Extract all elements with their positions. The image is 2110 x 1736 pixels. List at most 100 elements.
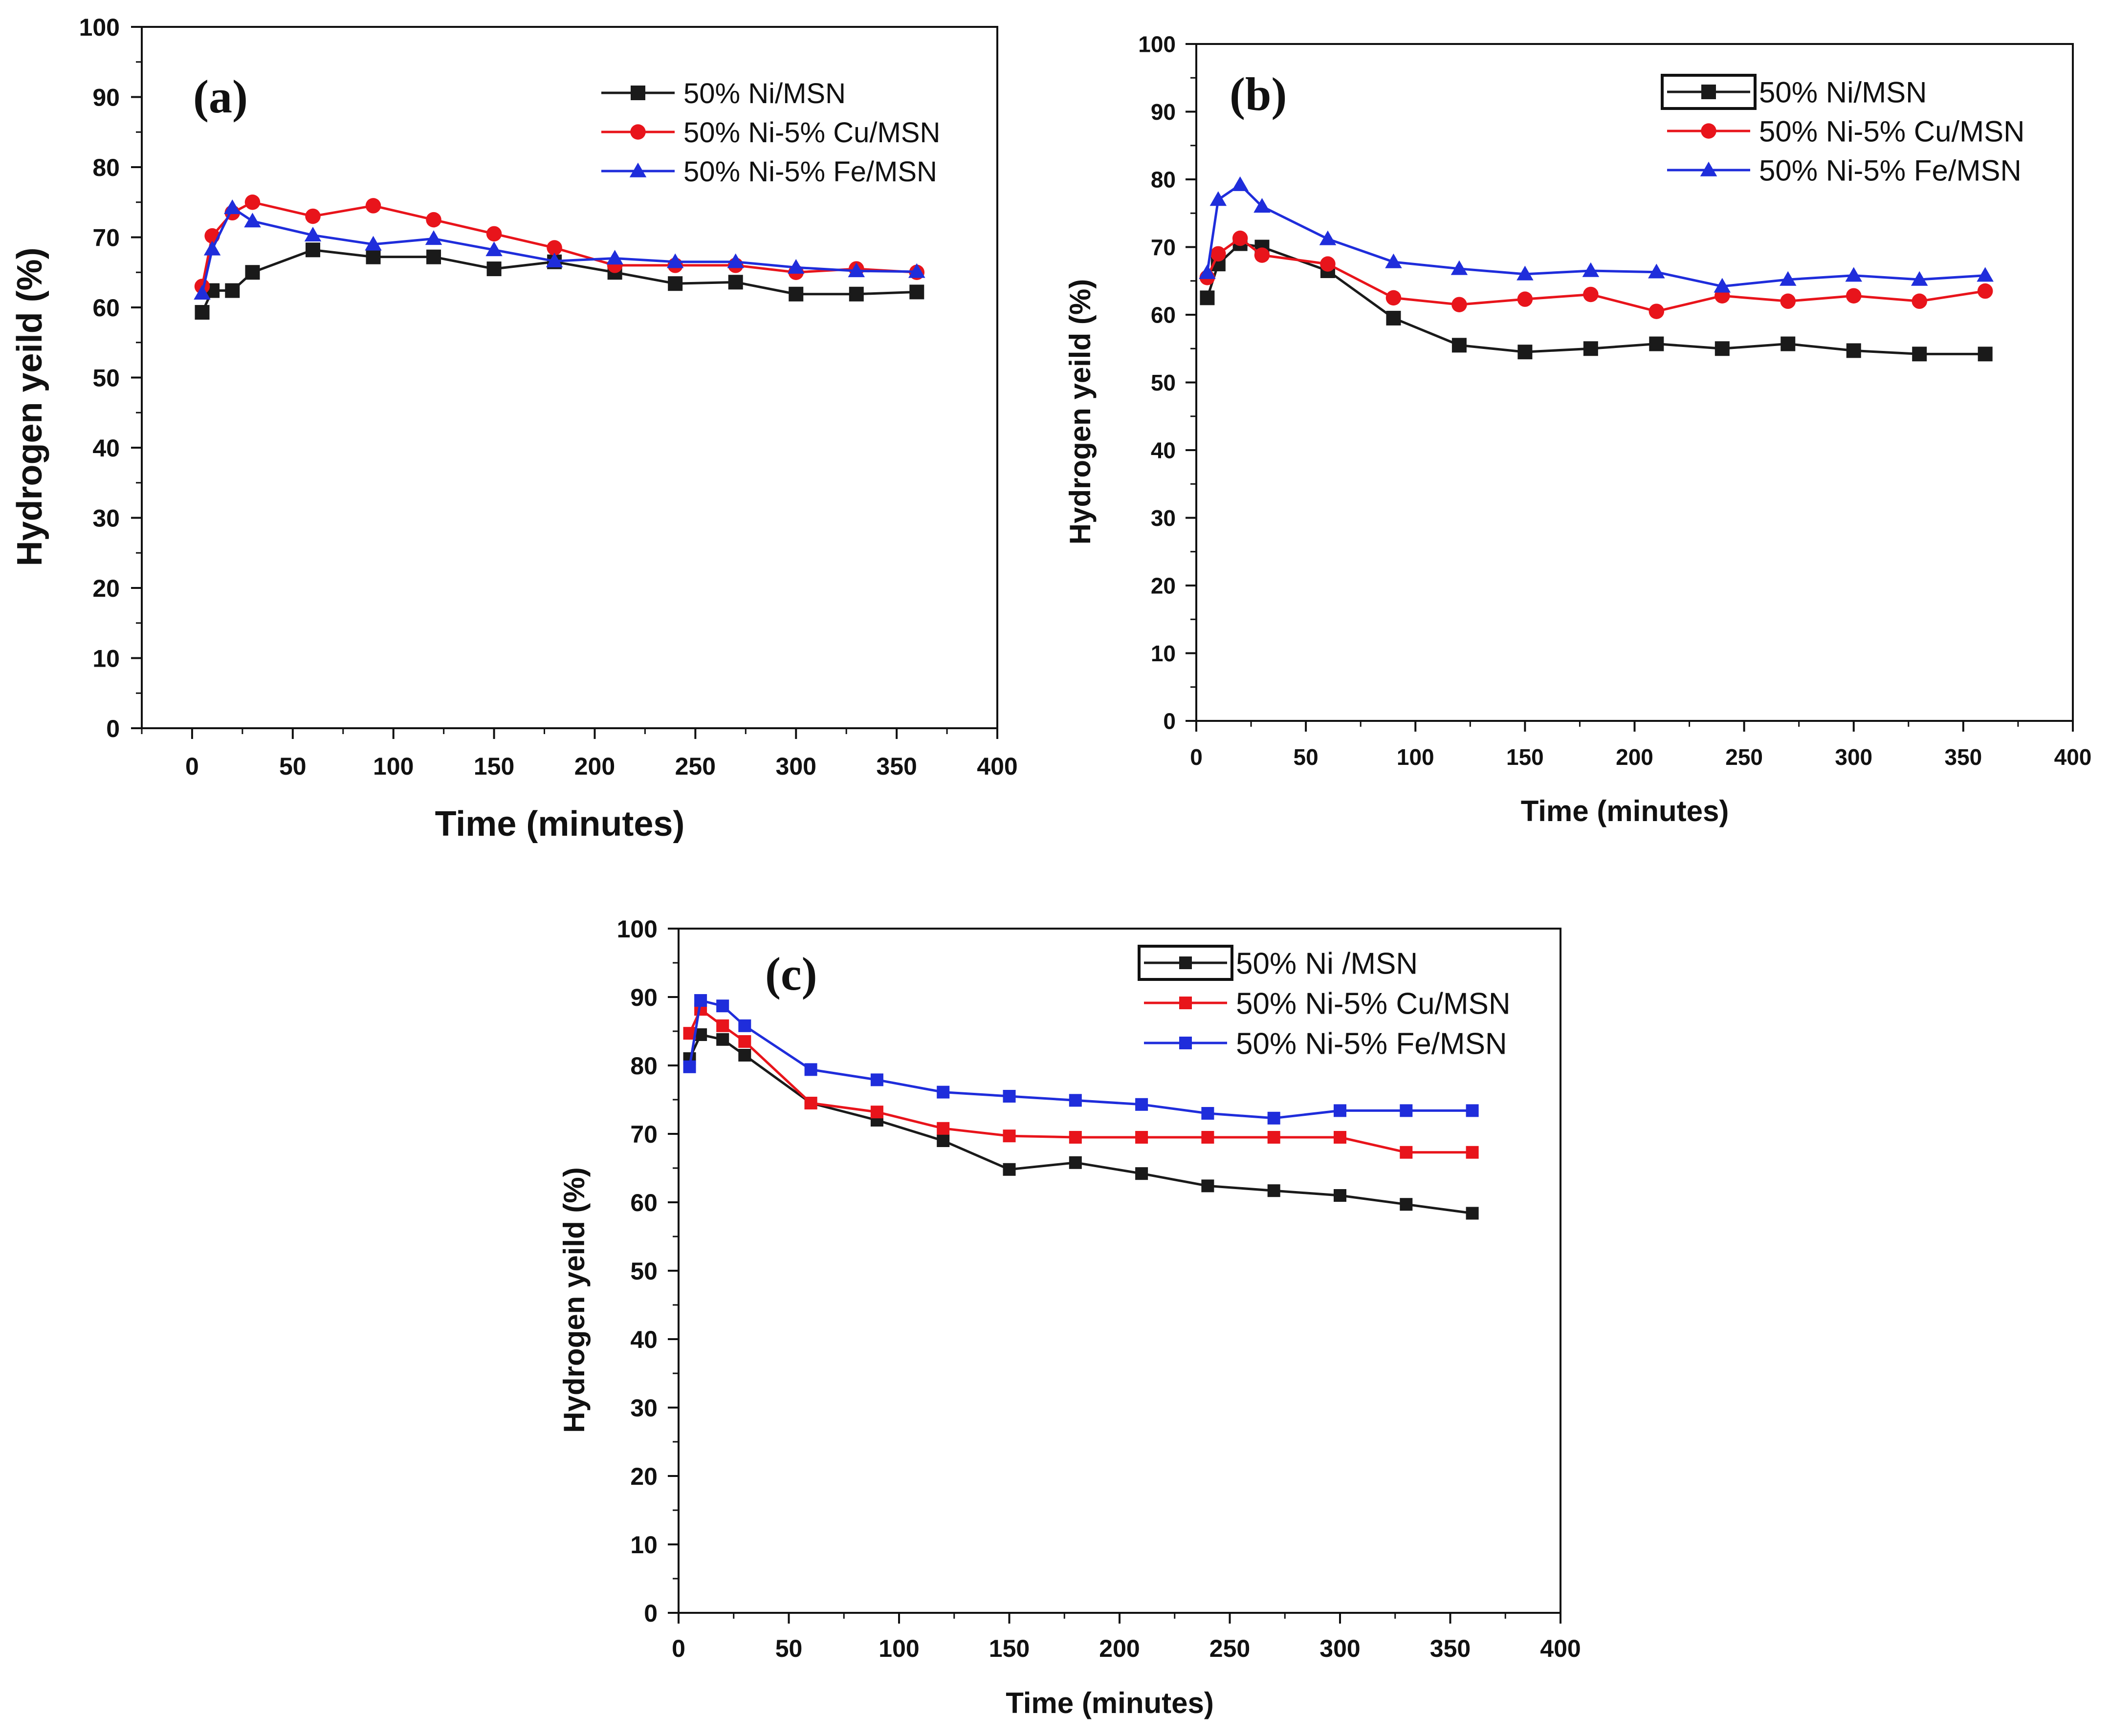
data-point [1912,347,1927,362]
data-point [1069,1094,1082,1107]
data-point [1977,283,1993,299]
data-point [1912,293,1927,309]
data-point [546,253,563,268]
y-tick-label: 80 [92,154,120,181]
x-tick-label: 200 [574,753,615,780]
data-point [1201,1107,1214,1120]
x-tick-label: 50 [1294,744,1319,770]
data-point [908,263,925,278]
series-1 [683,1028,1479,1220]
x-tick-label: 150 [474,753,514,780]
data-point [1254,247,1270,263]
data-point [683,1060,696,1073]
series-3 [1199,176,1994,293]
data-point [1003,1090,1016,1103]
data-point [787,259,805,274]
data-point [716,1019,729,1032]
legend-marker [1179,997,1192,1009]
series-1 [195,242,924,320]
data-point [738,1049,751,1062]
data-point [738,1019,751,1032]
data-point [1582,262,1600,277]
y-tick-label: 40 [92,434,120,462]
x-tick-label: 50 [775,1635,803,1662]
data-point [1978,347,1993,362]
data-point [727,253,744,268]
x-tick-label: 0 [672,1635,685,1662]
legend-marker [1700,161,1717,176]
y-tick-label: 60 [630,1189,658,1216]
legend-highlight-box [1138,945,1233,981]
data-point [937,1122,950,1135]
data-point [1210,246,1226,262]
data-point [304,226,322,241]
data-point [1135,1167,1148,1180]
y-tick-label: 20 [92,575,120,602]
x-tick-label: 350 [876,753,917,780]
x-tick-label: 150 [989,1635,1030,1662]
x-tick-label: 100 [373,753,414,780]
y-tick-label: 10 [1151,641,1176,666]
data-point [937,1134,950,1147]
data-point [1846,288,1862,304]
data-point [1267,1184,1280,1197]
data-point [194,285,211,300]
data-point [366,249,381,264]
data-point [225,283,240,298]
x-tick-label: 250 [1725,744,1763,770]
legend-label: 50% Ni-5% Fe/MSN [1236,1027,1507,1061]
data-point [1648,263,1665,279]
y-tick-label: 90 [1151,99,1176,125]
legend-label: 50% Ni-5% Cu/MSN [683,117,940,149]
data-point [716,1033,729,1046]
data-point [804,1063,817,1076]
x-tick-label: 400 [1540,1635,1581,1662]
x-tick-label: 300 [1319,1635,1360,1662]
x-tick-label: 250 [1209,1635,1250,1662]
x-tick-label: 350 [1945,744,1982,770]
data-point [1466,1207,1479,1220]
y-tick-label: 40 [1151,438,1176,463]
data-point [870,1073,883,1086]
data-point [1517,345,1533,360]
data-point [804,1097,817,1109]
legend-marker [1179,956,1192,969]
chart-panel-a: 0 50 100 150 200 250 300 350 400 0 10 20 30 40 50 60 70 8… [10,14,1018,844]
legend-marker [629,162,647,177]
x-tick-label: 50 [279,753,307,780]
data-point [1334,1189,1346,1202]
data-point [486,261,502,277]
data-point [1135,1131,1148,1144]
legend-marker [1701,123,1716,139]
y-tick-label: 60 [92,294,120,322]
data-point [1714,341,1730,356]
data-point [848,262,865,278]
y-tick-label: 60 [1151,303,1176,328]
data-point [937,1085,950,1099]
data-point [1069,1156,1082,1169]
series-3 [683,994,1479,1125]
data-point [738,1035,751,1048]
data-point [224,199,241,214]
data-point [203,240,221,256]
data-point [1466,1146,1479,1159]
y-tick-label: 70 [630,1121,658,1148]
legend-marker [1701,85,1716,99]
data-point [668,276,683,291]
data-point [789,286,804,302]
x-tick-label: 350 [1430,1635,1471,1662]
panel-label: (c) [765,948,817,1000]
data-point [305,208,321,224]
legend-marker [630,124,646,140]
y-tick-label: 40 [630,1326,658,1353]
data-point [666,253,684,268]
data-point [1209,191,1227,206]
data-point [244,213,261,228]
data-point [547,240,562,256]
data-point [1649,336,1664,351]
data-point [1003,1129,1016,1143]
y-tick-label: 100 [1138,32,1176,57]
y-tick-label: 10 [630,1531,658,1559]
data-point [1451,297,1467,312]
data-point [1334,1104,1346,1117]
